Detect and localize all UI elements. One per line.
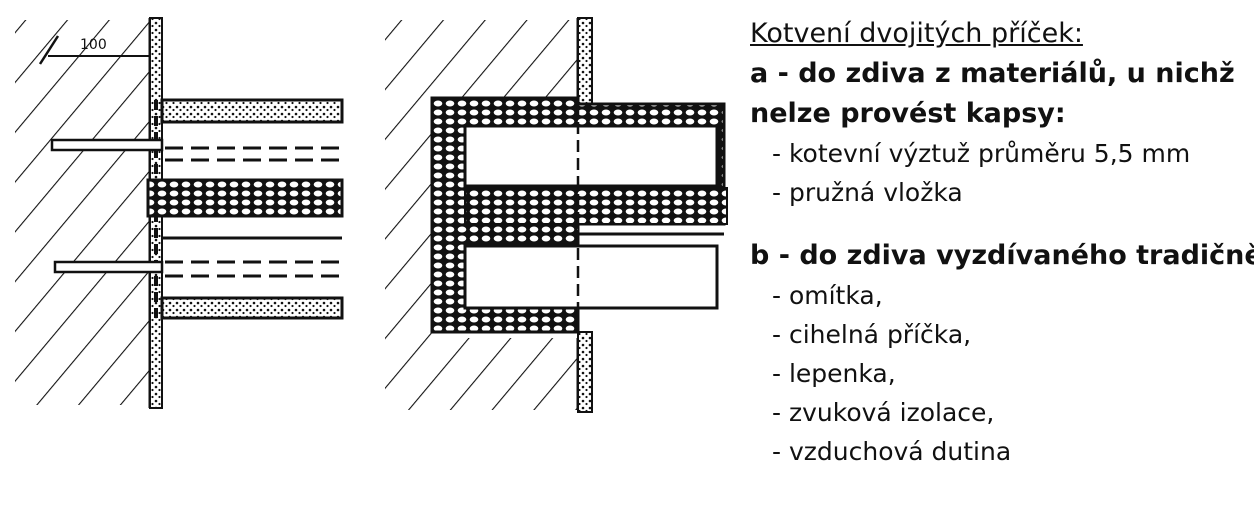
spacer	[750, 212, 1250, 236]
partition-lower	[160, 296, 344, 320]
list-item: - pružná vložka	[772, 178, 963, 207]
legend-title: Kotvení dvojitých příček:	[750, 18, 1083, 49]
plaster-layer-b-bottom	[577, 331, 593, 413]
sound-insulation-a	[146, 178, 344, 218]
dimension-tick	[38, 35, 60, 65]
list-item: - lepenka,	[772, 359, 896, 388]
section-a-list: - kotevní výztuž průměru 5,5 mm - pružná…	[750, 134, 1250, 212]
list-item: - omítka,	[772, 281, 883, 310]
dimension-label: 100	[80, 37, 107, 53]
anchoring-diagram: 100	[15, 17, 728, 413]
brick-partition-lower	[463, 244, 719, 310]
anchor-bar-upper	[50, 138, 164, 152]
plaster-layer-b-top	[577, 17, 593, 105]
anchor-bar-lower	[53, 260, 164, 274]
legend-panel: Kotvení dvojitých příček: a - do zdiva z…	[750, 14, 1254, 471]
masonry-wall-a	[15, 20, 150, 405]
variant-a-detail: 100	[15, 17, 344, 409]
section-b-list: - omítka, - cihelná příčka, - lepenka, -…	[750, 276, 1250, 471]
list-item: - vzduchová dutina	[772, 437, 1012, 466]
section-a-heading-line1: a - do zdiva z materiálů, u nichž	[750, 58, 1235, 89]
brick-partition-upper	[463, 124, 719, 188]
section-a-heading-line2: nelze provést kapsy:	[750, 98, 1066, 129]
list-item: - cihelná příčka,	[772, 320, 972, 349]
sound-insulation-b	[464, 187, 728, 225]
partition-upper	[160, 98, 344, 124]
list-item: - kotevní výztuž průměru 5,5 mm	[772, 139, 1191, 168]
section-b-heading: b - do zdiva vyzdívaného tradičně:	[750, 240, 1254, 271]
air-cavity	[465, 226, 578, 244]
list-item: - zvuková izolace,	[772, 398, 995, 427]
variant-b-detail	[385, 17, 728, 413]
